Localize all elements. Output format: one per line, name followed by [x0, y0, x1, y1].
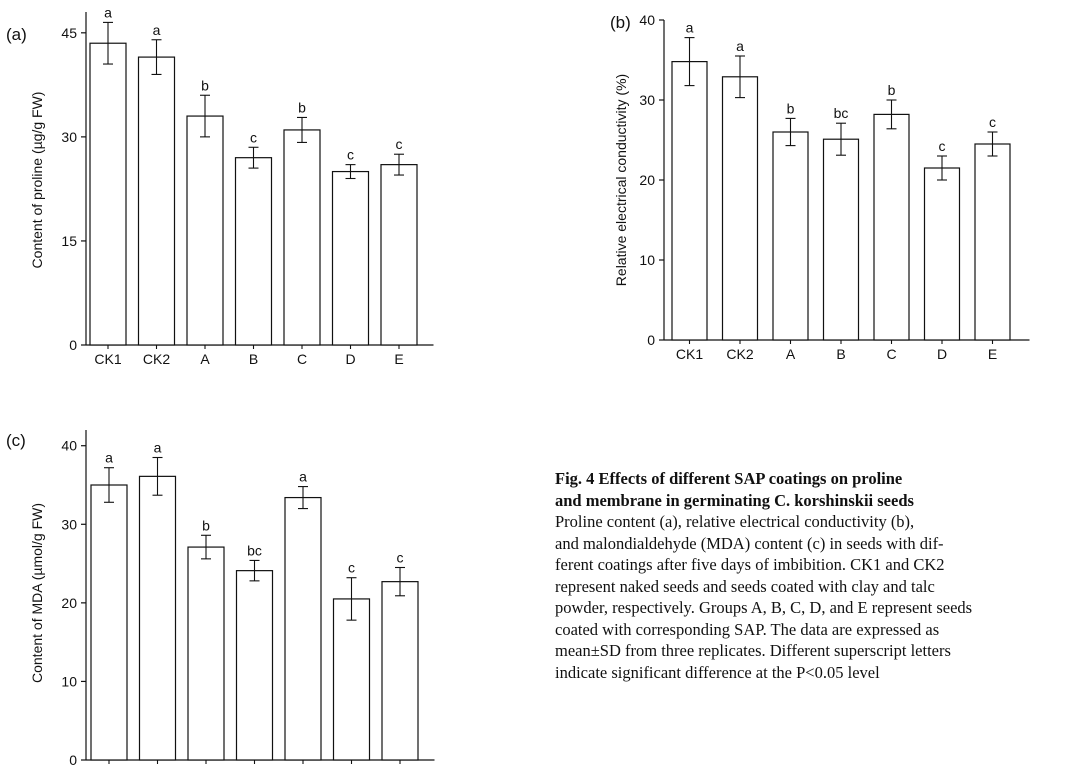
chart-a-bar-ck1 [89, 42, 127, 346]
chart-a-bar-c [283, 129, 321, 346]
caption-title-line-1: Fig. 4 Effects of different SAP coatings… [555, 469, 903, 488]
chart-b-significance-letter: b [888, 82, 896, 98]
chart-c-significance-letter: a [299, 469, 307, 485]
chart-c-y-tick-label: 20 [61, 595, 77, 611]
chart-b-x-tick-label: B [836, 346, 845, 362]
chart-a-significance-letter: b [298, 99, 306, 115]
chart-c-significance-letter: a [105, 450, 113, 466]
chart-c-bar-b [235, 570, 274, 761]
chart-b-bar-ck1 [671, 60, 708, 341]
chart-b-x-tick-label: D [937, 346, 947, 362]
chart-a-x-tick-label: CK1 [94, 351, 121, 367]
chart-b-bar-c [873, 113, 910, 341]
chart-a-x-tick-label: B [249, 351, 258, 367]
chart-a-significance-letter: b [201, 77, 209, 93]
chart-b-y-tick-label: 30 [639, 92, 655, 108]
chart-a-significance-letter: c [396, 136, 403, 152]
chart-a-x-tick-label: A [200, 351, 210, 367]
caption-body-line-8: indicate significant difference at the P… [555, 662, 880, 682]
chart-c-y-axis-label: Content of MDA (µmol/g FW) [29, 503, 45, 683]
chart-b-bar-ck2 [721, 76, 759, 341]
chart-a-y-tick-label: 0 [69, 337, 77, 353]
chart-b-y-tick-label: 0 [647, 332, 655, 348]
chart-b-x-tick-label: CK1 [676, 346, 703, 362]
chart-a-significance-letter: c [347, 147, 354, 163]
chart-b-bar-e [974, 143, 1011, 341]
chart-a-x-tick-label: E [394, 351, 403, 367]
chart-c-bar-ck2 [138, 475, 177, 761]
chart-a-bar-e [380, 164, 418, 346]
caption-body-line-5: powder, respectively. Groups A, B, C, D,… [555, 598, 973, 617]
chart-a-bar-b [234, 157, 273, 346]
chart-b-y-tick-label: 20 [639, 172, 655, 188]
chart-c-y-tick-label: 40 [61, 438, 77, 454]
caption-body-line-4: represent naked seeds and seeds coated w… [555, 576, 935, 596]
chart-c-bar-a [187, 546, 225, 761]
chart-c-significance-letter: bc [247, 542, 262, 558]
chart-a-y-tick-label: 30 [61, 129, 77, 145]
caption-body-line-2: and malondialdehyde (MDA) content (c) in… [555, 533, 944, 553]
chart-b-y-axis-label: Relative electrical conductivity (%) [613, 74, 629, 286]
chart-c-y-tick-label: 10 [61, 673, 77, 689]
caption-body-line-7: mean±SD from three replicates. Different… [555, 641, 951, 660]
chart-a-bar-d [331, 170, 370, 346]
chart-a-x-tick-label: C [297, 351, 307, 367]
chart-b-significance-letter: a [686, 20, 694, 36]
chart-a-x-tick-label: CK2 [143, 351, 170, 367]
chart-a-y-axis-label: Content of proline (µg/g FW) [29, 92, 45, 269]
chart-c-significance-letter: a [154, 440, 162, 456]
chart-b-x-tick-label: A [786, 346, 796, 362]
chart-c-significance-letter: c [348, 560, 355, 576]
chart-c-bar-c [284, 496, 322, 761]
chart-b-significance-letter: a [736, 38, 744, 54]
chart-b-x-tick-label: CK2 [726, 346, 753, 362]
chart-b-x-tick-label: C [886, 346, 896, 362]
chart-c-bar-ck1 [90, 484, 128, 761]
chart-b-panel-label: (b) [610, 13, 631, 32]
chart-b-significance-letter: c [939, 138, 946, 154]
chart-c-y-tick-label: 0 [69, 752, 77, 765]
chart-c-significance-letter: b [202, 517, 210, 533]
caption-title-line-2: and membrane in germinating C. korshinsk… [555, 490, 914, 510]
chart-c-bar-d [332, 598, 371, 761]
chart-c-panel-label: (c) [6, 431, 26, 450]
chart-a-bar-ck2 [137, 56, 176, 346]
figure-caption: Fig. 4 Effects of different SAP coatings… [555, 468, 1088, 683]
chart-b-x-tick-label: E [988, 346, 997, 362]
chart-b-y-tick-label: 40 [639, 12, 655, 28]
chart-b-significance-letter: bc [834, 105, 849, 121]
chart-b-bar-d [923, 167, 961, 341]
chart-c-bar-e [381, 581, 419, 761]
chart-a-x-tick-label: D [345, 351, 355, 367]
chart-a-bar-a [186, 115, 224, 346]
chart-b-significance-letter: c [989, 114, 996, 130]
chart-b-significance-letter: b [787, 100, 795, 116]
chart-a-significance-letter: c [250, 129, 257, 145]
chart-a-significance-letter: a [104, 4, 112, 20]
caption-body-line-1: Proline content (a), relative electrical… [555, 512, 915, 531]
caption-body-line-6: coated with corresponding SAP. The data … [555, 619, 940, 639]
chart-a-panel-label: (a) [6, 25, 27, 44]
chart-b-y-tick-label: 10 [639, 252, 655, 268]
chart-a-significance-letter: a [153, 22, 161, 38]
chart-c-significance-letter: c [397, 550, 404, 566]
chart-b-bar-b [822, 138, 860, 341]
chart-a-y-tick-label: 15 [61, 233, 77, 249]
chart-a-y-tick-label: 45 [61, 25, 77, 41]
chart-b-bar-a [772, 131, 809, 341]
caption-body-line-3: ferent coatings after five days of imbib… [555, 555, 945, 574]
chart-c-y-tick-label: 30 [61, 516, 77, 532]
